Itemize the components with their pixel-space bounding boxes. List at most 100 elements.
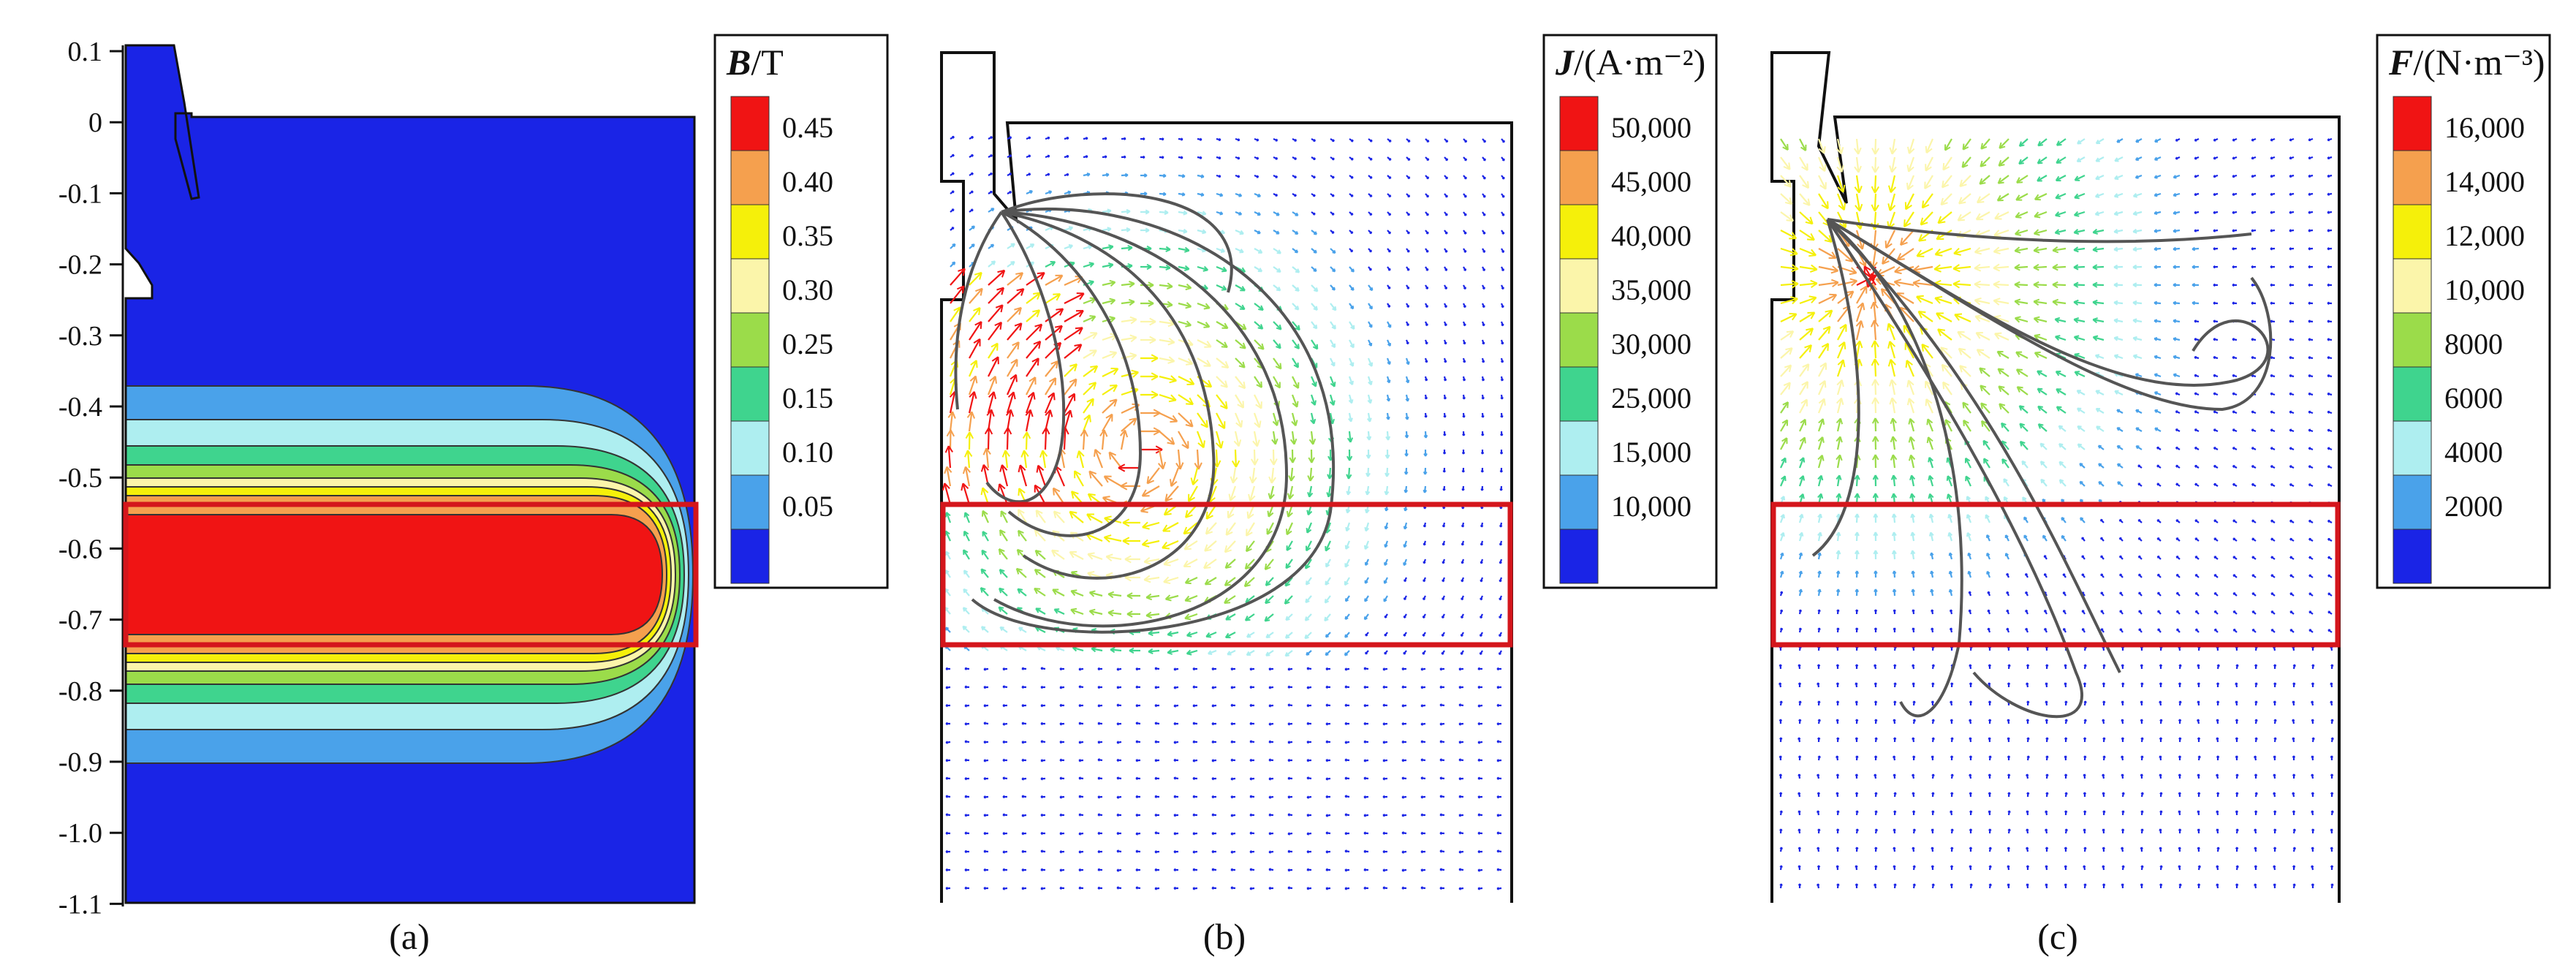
legend-swatch [1559, 474, 1599, 530]
vector-arrow [1159, 375, 1177, 382]
vector-arrowhead [1165, 246, 1171, 252]
vector-arrowhead [964, 450, 973, 458]
vector-arrowhead [1002, 703, 1005, 708]
vector-arrowhead [945, 887, 948, 890]
vector-arrowhead [1129, 280, 1135, 288]
vector-arrowhead [1059, 703, 1062, 708]
vector-arrowhead [1257, 324, 1264, 330]
vector-arrow [1159, 357, 1175, 363]
vector-arrowhead [1181, 174, 1186, 178]
vector-arrowhead [2121, 682, 2125, 685]
vector-arrowhead [983, 831, 986, 836]
legend-label: 30,000 [1611, 328, 1692, 360]
vector-arrowhead [1109, 316, 1115, 323]
vector-arrowhead [1482, 287, 1485, 290]
vector-arrowhead [958, 268, 966, 276]
vector-arrow [1205, 522, 1217, 535]
vector-arrowhead [1461, 470, 1465, 473]
vector-arrowhead [1425, 287, 1429, 290]
vector-arrowhead [1220, 248, 1226, 253]
vector-arrowhead [989, 376, 998, 384]
vector-arrowhead [1220, 401, 1228, 409]
vector-arrowhead [1874, 682, 1877, 685]
vector-arrowhead [1181, 156, 1183, 159]
vector-arrowhead [1268, 493, 1275, 500]
vector-arrowhead [1185, 283, 1192, 291]
vector-arrowhead [2232, 301, 2235, 305]
vector-arrowhead [2292, 773, 2296, 776]
vector-arrowhead [1407, 139, 1411, 143]
vector-arrowhead [1444, 232, 1448, 235]
vector-arrowhead [1325, 703, 1328, 707]
vector-arrowhead [1268, 667, 1271, 671]
vector-arrow [949, 391, 956, 414]
vector-arrowhead [964, 886, 967, 890]
vector-arrowhead [1154, 850, 1157, 854]
vector-arrowhead [1313, 268, 1317, 273]
vector-arrowhead [1166, 300, 1173, 308]
vector-arrow [1159, 393, 1177, 401]
vector-arrow [944, 530, 951, 542]
vector-arrowhead [1387, 268, 1391, 271]
vector-arrowhead [1089, 315, 1096, 322]
vector-arrow [1178, 357, 1193, 365]
vector-arrowhead [1088, 470, 1097, 479]
vector-arrowhead [1403, 471, 1409, 475]
vector-arrowhead [1344, 758, 1347, 762]
vector-arrow [1142, 521, 1160, 529]
vector-arrowhead [2330, 664, 2334, 667]
vector-arrowhead [1499, 525, 1503, 528]
legend-swatch [730, 96, 770, 151]
vector-arrowhead [2235, 700, 2238, 703]
vector-arrowhead [1192, 795, 1195, 798]
vector-arrowhead [1442, 488, 1446, 491]
vector-arrowhead [1313, 157, 1317, 161]
vector-arrowhead [1108, 244, 1114, 251]
vector-arrowhead [1313, 249, 1317, 254]
vector-arrowhead [1069, 378, 1077, 387]
vector-arrowhead [1294, 344, 1300, 349]
vector-arrowhead [1313, 175, 1316, 179]
vector-arrowhead [1181, 441, 1189, 450]
vector-arrowhead [1482, 176, 1486, 180]
y-tick-label: -0.4 [58, 392, 102, 423]
vector-arrowhead [1040, 722, 1043, 726]
vector-arrowhead [1088, 382, 1097, 390]
vector-arrowhead [1463, 268, 1466, 272]
legend-title: J/(A·m⁻²) [1555, 42, 1705, 83]
vector-arrowhead [1406, 323, 1409, 327]
vector-arrowhead [1797, 755, 1802, 758]
vector-arrowhead [1306, 722, 1309, 726]
vector-arrowhead [1238, 211, 1243, 216]
vector-arrowhead [2289, 283, 2292, 287]
vector-arrowhead [1306, 887, 1309, 890]
vector-arrowhead [1149, 336, 1156, 344]
vector-arrowhead [2178, 682, 2182, 685]
vector-arrowhead [2083, 682, 2087, 685]
vector-arrowhead [1401, 776, 1404, 780]
vector-arrow [1102, 281, 1115, 287]
legend-label: 0.30 [782, 273, 833, 306]
vector-arrowhead [1401, 759, 1404, 762]
vector-arrowhead [1382, 759, 1385, 762]
vector-arrow [1874, 397, 1877, 414]
legend-label: 25,000 [1611, 382, 1692, 414]
vector-arrowhead [2102, 737, 2106, 740]
vector-arrowhead [1988, 810, 1991, 813]
vector-arrow [1273, 376, 1281, 389]
vector-arrow [1045, 261, 1056, 268]
vector-arrowhead [1425, 231, 1429, 235]
vector-arrowhead [1481, 378, 1485, 382]
vector-arrow [1178, 394, 1194, 406]
vector-arrowhead [1110, 384, 1118, 393]
vector-arrow [968, 376, 977, 395]
vector-arrowhead [1344, 703, 1347, 708]
vector-arrowhead [1218, 174, 1221, 178]
vector-arrowhead [2330, 755, 2334, 758]
vector-arrowhead [1021, 849, 1024, 854]
vector-arrow [1121, 246, 1133, 250]
vector-arrow [988, 343, 999, 359]
vector-arrow [1064, 310, 1084, 322]
vector-arrowhead [1325, 722, 1328, 726]
vector-arrow [1102, 334, 1118, 341]
